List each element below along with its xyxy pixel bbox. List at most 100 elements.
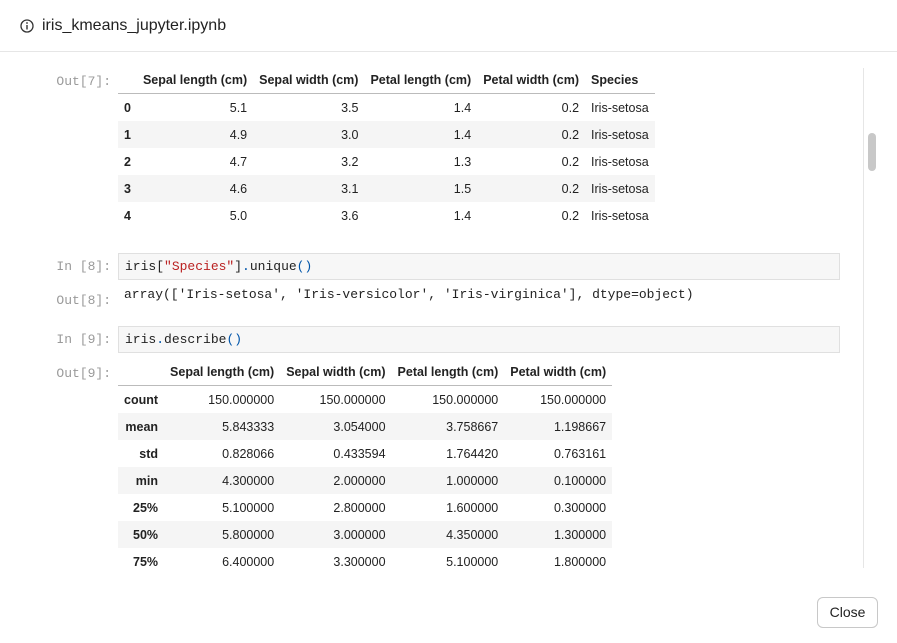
code: () — [296, 259, 313, 274]
table-row: 0 5.1 3.5 1.4 0.2 Iris-setosa — [118, 94, 655, 122]
cell: 3.2 — [341, 154, 359, 169]
code: unique — [249, 259, 297, 274]
row-index: 25% — [133, 500, 159, 515]
cell: 2.000000 — [280, 467, 392, 494]
table-row: 1 4.9 3.0 1.4 0.2 Iris-setosa — [118, 121, 655, 148]
column-header: Petal length (cm) — [391, 358, 505, 386]
output-text: array(['Iris-setosa', 'Iris-versicolor',… — [124, 287, 694, 302]
table-row: 4 5.0 3.6 1.4 0.2 Iris-setosa — [118, 202, 655, 229]
header: iris_kmeans_jupyter.ipynb — [0, 0, 897, 52]
prompt: Out[7]: — [56, 74, 111, 89]
cell: 5.0 — [229, 208, 248, 223]
column-header — [118, 358, 165, 386]
cell: 5.1 — [229, 100, 248, 115]
cell: 0.100000 — [504, 467, 613, 494]
cell: 4.6 — [136, 175, 254, 202]
table-row: 3 4.6 3.1 1.5 0.2 Iris-setosa — [118, 175, 655, 202]
cell: 3.5 — [341, 100, 359, 115]
cell: 4.9 — [136, 121, 254, 148]
header-row: Sepal length (cm) Sepal width (cm) Petal l… — [118, 66, 655, 94]
cell: 1.5 — [364, 175, 478, 202]
cell: 1.300000 — [504, 521, 613, 548]
table-row: 25% 5.100000 2.800000 1.600000 0.300000 — [118, 494, 612, 521]
prompt: Out[8]: — [56, 293, 111, 308]
cell: 0.763161 — [553, 446, 607, 461]
cell: Iris-setosa — [591, 208, 649, 223]
row-index: std — [139, 446, 159, 461]
code: describe — [164, 332, 227, 347]
column-header: Sepal width (cm) — [253, 66, 365, 94]
cell: 1.4 — [453, 208, 472, 223]
cell: 3.054000 — [280, 413, 392, 440]
cell: 1.4 — [453, 100, 472, 115]
cell: 3.1 — [253, 175, 365, 202]
notebook: Out[7]: Sepal length (cm) Sepal width (cm… — [0, 52, 862, 568]
row-index: count — [124, 392, 159, 407]
cell: 1.764420 — [446, 446, 499, 461]
cell: 4.300000 — [164, 467, 281, 494]
code: iris — [125, 332, 157, 347]
cell: 150.000000 — [540, 392, 607, 407]
dataframe: Sepal length (cm) Sepal width (cm) Petal l… — [118, 66, 655, 229]
cell: 3.000000 — [280, 521, 392, 548]
table-row: 75% 6.400000 3.300000 5.100000 1.800000 — [118, 548, 612, 569]
table-row: std 0.828066 0.433594 1.764420 0.763161 — [118, 440, 612, 467]
row-index: min — [118, 467, 165, 494]
code: "Species" — [164, 259, 235, 274]
scrollbar-track — [863, 68, 864, 568]
cell: 0.2 — [561, 154, 580, 169]
code: iris[ — [125, 259, 165, 274]
row-index: 1 — [118, 121, 137, 148]
cell: Iris-setosa — [591, 154, 649, 169]
header-row: Sepal length (cm) Sepal width (cm) Petal l… — [118, 358, 613, 386]
row-index: 3 — [118, 175, 137, 202]
row-index: 75% — [133, 554, 159, 569]
cell: 1.198667 — [504, 413, 613, 440]
cell: 4.350000 — [391, 521, 505, 548]
scrollbar-thumb[interactable] — [868, 133, 876, 171]
column-header — [118, 66, 137, 94]
cell: 0.2 — [561, 100, 580, 115]
cell: 0.300000 — [553, 500, 607, 515]
prompt: In [9]: — [56, 332, 111, 347]
cell: 2.800000 — [333, 500, 386, 515]
cell: 1.4 — [364, 121, 478, 148]
cell: 5.843333 — [164, 413, 281, 440]
code: . — [156, 332, 165, 347]
code: ] — [234, 259, 243, 274]
column-header: Petal width (cm) — [504, 358, 613, 386]
cell: 1.000000 — [391, 467, 505, 494]
row-index: 0 — [124, 100, 131, 115]
cell: 5.100000 — [222, 500, 275, 515]
code-cell: iris.describe() — [118, 326, 840, 353]
cell: 5.100000 — [446, 554, 499, 569]
column-header: Sepal length (cm) — [164, 358, 281, 386]
cell: 0.2 — [477, 121, 586, 148]
cell: 1.800000 — [553, 554, 607, 569]
table-row: 2 4.7 3.2 1.3 0.2 Iris-setosa — [118, 148, 655, 175]
column-header: Petal length (cm) — [364, 66, 478, 94]
table-row: count 150.000000 150.000000 150.000000 150.0… — [118, 386, 612, 414]
column-header: Sepal width (cm) — [280, 358, 392, 386]
cell: 4.7 — [229, 154, 248, 169]
dataframe: Sepal length (cm) Sepal width (cm) Petal l… — [118, 358, 613, 569]
table-row: 50% 5.800000 3.000000 4.350000 1.300000 — [118, 521, 613, 548]
row-index: 50% — [118, 521, 165, 548]
close-button[interactable]: Close — [817, 597, 878, 628]
cell: Iris-setosa — [585, 121, 655, 148]
info-icon — [20, 19, 34, 33]
cell: 3.0 — [253, 121, 365, 148]
cell: 150.000000 — [432, 392, 499, 407]
code: . — [242, 259, 250, 274]
cell: 3.6 — [341, 208, 359, 223]
row-index: 2 — [124, 154, 131, 169]
column-header: Petal width (cm) — [477, 66, 586, 94]
column-header: Sepal length (cm) — [136, 66, 254, 94]
code: () — [226, 332, 243, 347]
cell: 1.600000 — [446, 500, 499, 515]
prompt: Out[9]: — [56, 366, 111, 381]
table-row: mean 5.843333 3.054000 3.758667 1.198667 — [118, 413, 613, 440]
cell: 5.800000 — [164, 521, 281, 548]
code-cell: iris["Species"].unique() — [118, 253, 840, 280]
